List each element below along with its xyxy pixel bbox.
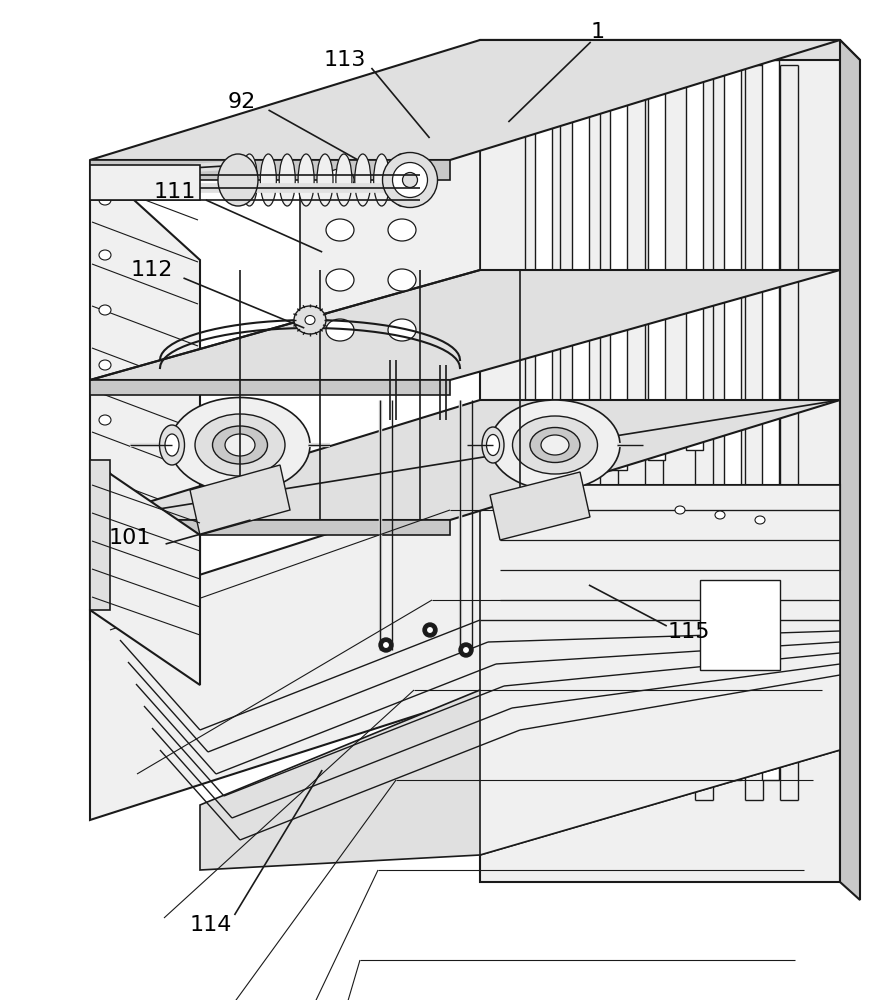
Ellipse shape xyxy=(316,154,333,206)
Ellipse shape xyxy=(529,428,579,462)
Ellipse shape xyxy=(382,153,437,208)
Ellipse shape xyxy=(224,434,255,456)
Polygon shape xyxy=(489,472,589,540)
Ellipse shape xyxy=(293,306,325,334)
Polygon shape xyxy=(199,690,839,870)
Polygon shape xyxy=(90,460,199,685)
Text: 115: 115 xyxy=(667,622,710,642)
Ellipse shape xyxy=(402,173,417,188)
Ellipse shape xyxy=(459,643,472,657)
Ellipse shape xyxy=(279,154,295,206)
Ellipse shape xyxy=(392,163,427,198)
Polygon shape xyxy=(479,485,839,855)
Ellipse shape xyxy=(212,426,267,464)
Text: 101: 101 xyxy=(108,528,151,548)
Ellipse shape xyxy=(388,319,416,341)
Polygon shape xyxy=(761,60,778,780)
Ellipse shape xyxy=(388,219,416,241)
Polygon shape xyxy=(90,380,450,395)
Polygon shape xyxy=(571,60,588,560)
Ellipse shape xyxy=(195,414,284,476)
Ellipse shape xyxy=(164,434,179,456)
Ellipse shape xyxy=(325,319,354,341)
Ellipse shape xyxy=(335,154,351,206)
Polygon shape xyxy=(90,165,199,200)
Ellipse shape xyxy=(99,415,111,425)
Ellipse shape xyxy=(378,638,392,652)
Polygon shape xyxy=(190,465,290,535)
Polygon shape xyxy=(90,160,450,180)
Ellipse shape xyxy=(388,169,416,191)
Polygon shape xyxy=(839,40,859,900)
Polygon shape xyxy=(90,460,110,610)
Ellipse shape xyxy=(482,427,503,463)
Text: 92: 92 xyxy=(227,92,256,112)
Ellipse shape xyxy=(298,154,314,206)
Ellipse shape xyxy=(99,250,111,260)
Text: 114: 114 xyxy=(189,915,232,935)
Ellipse shape xyxy=(373,154,389,206)
Polygon shape xyxy=(685,60,702,450)
Text: 113: 113 xyxy=(323,50,366,70)
Ellipse shape xyxy=(325,219,354,241)
Ellipse shape xyxy=(159,425,184,465)
Ellipse shape xyxy=(260,154,276,206)
Ellipse shape xyxy=(99,360,111,370)
Ellipse shape xyxy=(99,470,111,480)
Ellipse shape xyxy=(674,506,684,514)
Text: 1: 1 xyxy=(590,22,604,42)
Polygon shape xyxy=(90,270,839,380)
Ellipse shape xyxy=(755,516,764,524)
Polygon shape xyxy=(535,60,552,570)
Ellipse shape xyxy=(423,623,436,637)
Polygon shape xyxy=(90,485,839,820)
Polygon shape xyxy=(90,400,839,520)
Polygon shape xyxy=(479,40,839,882)
Ellipse shape xyxy=(325,169,354,191)
Text: 111: 111 xyxy=(153,182,196,202)
Ellipse shape xyxy=(392,154,409,206)
Ellipse shape xyxy=(714,511,724,519)
Ellipse shape xyxy=(99,305,111,315)
Ellipse shape xyxy=(426,626,433,634)
Ellipse shape xyxy=(512,416,597,474)
Polygon shape xyxy=(723,60,740,780)
Polygon shape xyxy=(299,40,479,380)
Ellipse shape xyxy=(354,154,370,206)
Ellipse shape xyxy=(218,154,257,206)
Polygon shape xyxy=(90,520,450,535)
Polygon shape xyxy=(90,40,839,160)
Polygon shape xyxy=(90,160,199,760)
Ellipse shape xyxy=(170,397,309,492)
Ellipse shape xyxy=(462,646,469,654)
Ellipse shape xyxy=(486,434,499,456)
Polygon shape xyxy=(610,60,627,470)
Ellipse shape xyxy=(305,316,315,324)
Ellipse shape xyxy=(241,154,257,206)
Ellipse shape xyxy=(382,642,389,648)
Ellipse shape xyxy=(540,435,569,455)
Ellipse shape xyxy=(325,269,354,291)
Ellipse shape xyxy=(99,195,111,205)
Text: 112: 112 xyxy=(131,260,173,280)
Polygon shape xyxy=(479,40,859,60)
Ellipse shape xyxy=(388,269,416,291)
Polygon shape xyxy=(647,60,664,460)
Polygon shape xyxy=(699,580,780,670)
Ellipse shape xyxy=(489,400,620,490)
